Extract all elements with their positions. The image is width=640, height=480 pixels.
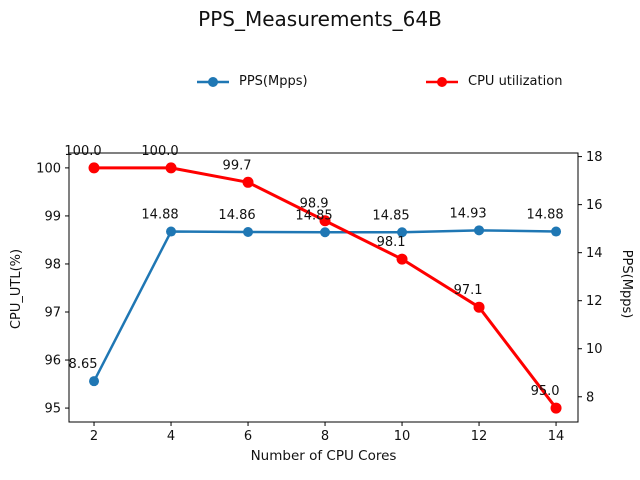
point-label-series-1: 100.0 [64,144,101,159]
x-tick-label: 8 [321,429,329,444]
series-point-1 [242,176,254,188]
point-label-series-0: 14.85 [372,208,409,223]
pps-series-marker-icon [197,76,229,87]
series-point-0 [166,226,177,237]
x-tick-label: 12 [471,429,488,444]
legend-label-pps: PPS(Mpps) [239,74,308,89]
y-left-tick-label: 99 [44,209,61,224]
point-label-series-0: 14.85 [295,208,332,223]
pps-legend-dot [208,76,218,87]
y-right-tick-label: 16 [586,198,603,213]
series-point-1 [396,253,408,265]
x-axis-label: Number of CPU Cores [250,448,397,464]
point-label-series-1: 97.1 [454,283,483,298]
series-point-0 [551,226,562,237]
point-label-series-0: 14.93 [449,206,486,221]
series-point-0 [397,227,408,238]
point-label-series-1: 95.0 [531,384,560,399]
series-point-0 [320,227,331,238]
y-axis-label-left: CPU_UTL(%) [9,249,24,329]
cpu-legend-dot [437,76,447,87]
y-left-tick-label: 95 [44,402,61,417]
legend-item-cpu: CPU utilization [425,74,562,89]
point-label-series-0: 14.86 [218,208,255,223]
x-tick-label: 10 [394,429,411,444]
series-line-0 [92,229,557,382]
series-point-0 [474,225,485,236]
y-axis-label-right: PPS(Mpps) [619,250,634,319]
x-tick-label: 6 [244,429,252,444]
series-point-1 [165,162,177,174]
y-right-tick-label: 12 [586,294,603,309]
series-point-0 [243,227,254,238]
series-point-1 [88,162,100,174]
y-right-tick-label: 10 [586,342,603,357]
plot-spines [68,152,579,423]
y-right-tick-label: 14 [586,246,603,261]
point-label-series-1: 100.0 [141,144,178,159]
point-label-series-1: 98.9 [300,197,329,212]
series-point-1 [550,402,562,414]
point-label-series-1: 99.7 [223,158,252,173]
legend-label-cpu: CPU utilization [468,74,563,89]
y-right-tick-label: 8 [586,390,594,405]
point-label-series-0: 14.88 [526,208,563,223]
y-left-tick-label: 98 [44,257,61,272]
series-point-1 [473,301,485,313]
y-left-tick-label: 100 [36,161,61,176]
legend-item-pps: PPS(Mpps) [196,74,308,89]
series-point-1 [319,215,331,227]
x-tick-label: 2 [90,429,98,444]
y-left-tick-label: 96 [44,354,61,369]
chart-title: PPS_Measurements_64B [198,7,442,31]
x-tick-label: 14 [548,429,565,444]
point-label-series-1: 98.1 [377,235,406,250]
x-tick-label: 4 [167,429,175,444]
point-label-series-0: 14.88 [141,208,178,223]
y-right-tick-label: 18 [586,150,603,165]
series-point-0 [89,376,100,387]
cpu-series-marker-icon [426,76,458,87]
point-label-series-0: 8.65 [69,357,98,372]
y-left-tick-label: 97 [44,305,61,320]
